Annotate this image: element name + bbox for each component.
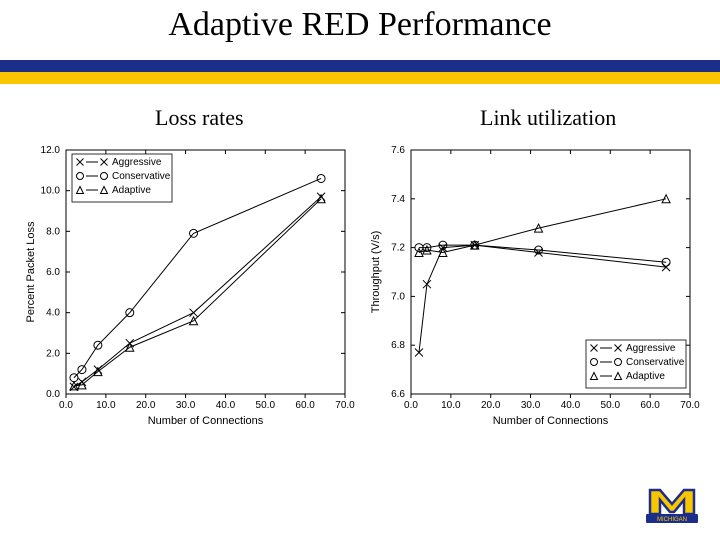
svg-text:Aggressive: Aggressive <box>112 157 162 168</box>
logo-text: MICHIGAN <box>657 517 687 523</box>
svg-text:30.0: 30.0 <box>521 400 541 411</box>
svg-text:50.0: 50.0 <box>256 400 276 411</box>
chart-loss: 0.0 10.0 20.0 30.0 40.0 50.0 60.0 70.0 0.0 2.0 4.0… <box>20 140 355 430</box>
svg-text:7.2: 7.2 <box>391 243 405 254</box>
svg-text:8.0: 8.0 <box>46 226 60 237</box>
svg-text:70.0: 70.0 <box>335 400 355 411</box>
svg-text:20.0: 20.0 <box>136 400 156 411</box>
svg-text:0.0: 0.0 <box>59 400 73 411</box>
svg-text:7.6: 7.6 <box>391 145 405 156</box>
svg-text:6.6: 6.6 <box>391 389 405 400</box>
svg-text:10.0: 10.0 <box>96 400 116 411</box>
michigan-logo: MICHIGAN <box>644 484 700 524</box>
slide-title: Adaptive RED Performance <box>0 0 720 44</box>
svg-text:60.0: 60.0 <box>640 400 660 411</box>
svg-text:6.0: 6.0 <box>46 267 60 278</box>
svg-text:Conservative: Conservative <box>112 171 171 182</box>
subtitle-right: Link utilization <box>480 105 616 131</box>
svg-text:0.0: 0.0 <box>46 389 60 400</box>
logo-m-icon <box>650 490 694 514</box>
svg-text:10.0: 10.0 <box>41 186 61 197</box>
svg-text:Percent Packet Loss: Percent Packet Loss <box>25 221 37 322</box>
svg-text:7.4: 7.4 <box>391 194 405 205</box>
svg-text:20.0: 20.0 <box>481 400 501 411</box>
subtitle-left: Loss rates <box>155 105 244 131</box>
svg-text:50.0: 50.0 <box>601 400 621 411</box>
svg-text:12.0: 12.0 <box>41 145 61 156</box>
svg-text:40.0: 40.0 <box>216 400 236 411</box>
divider-blue <box>0 60 720 72</box>
svg-text:Adaptive: Adaptive <box>112 185 151 196</box>
svg-text:30.0: 30.0 <box>176 400 196 411</box>
svg-text:6.8: 6.8 <box>391 340 405 351</box>
svg-text:Conservative: Conservative <box>626 357 685 368</box>
svg-text:7.0: 7.0 <box>391 291 405 302</box>
svg-text:Number of Connections: Number of Connections <box>493 415 609 427</box>
svg-text:10.0: 10.0 <box>441 400 461 411</box>
svg-text:60.0: 60.0 <box>295 400 315 411</box>
svg-text:40.0: 40.0 <box>561 400 581 411</box>
svg-text:4.0: 4.0 <box>46 308 60 319</box>
chart-util: 0.0 10.0 20.0 30.0 40.0 50.0 60.0 70.0 6.6 6.8 7.0… <box>365 140 700 430</box>
svg-text:Aggressive: Aggressive <box>626 343 676 354</box>
svg-text:2.0: 2.0 <box>46 348 60 359</box>
svg-text:Throughput (V/s): Throughput (V/s) <box>370 231 382 314</box>
svg-text:Adaptive: Adaptive <box>626 371 665 382</box>
svg-text:70.0: 70.0 <box>680 400 700 411</box>
divider-yellow <box>0 72 720 84</box>
svg-text:Number of Connections: Number of Connections <box>148 415 264 427</box>
svg-text:0.0: 0.0 <box>404 400 418 411</box>
